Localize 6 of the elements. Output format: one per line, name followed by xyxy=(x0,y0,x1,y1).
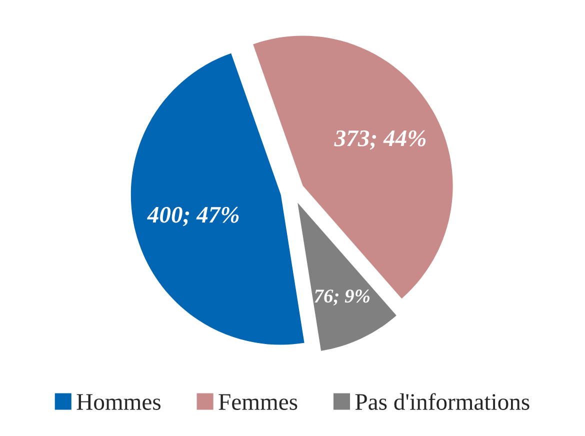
legend-label: Pas d'informations xyxy=(355,393,530,410)
data-label: 400; 47% xyxy=(147,206,239,226)
legend-label: Femmes xyxy=(218,394,298,410)
data-label: 76; 9% xyxy=(314,290,370,306)
legend-label: Hommes xyxy=(76,394,161,410)
data-label: 373; 44% xyxy=(334,130,426,150)
